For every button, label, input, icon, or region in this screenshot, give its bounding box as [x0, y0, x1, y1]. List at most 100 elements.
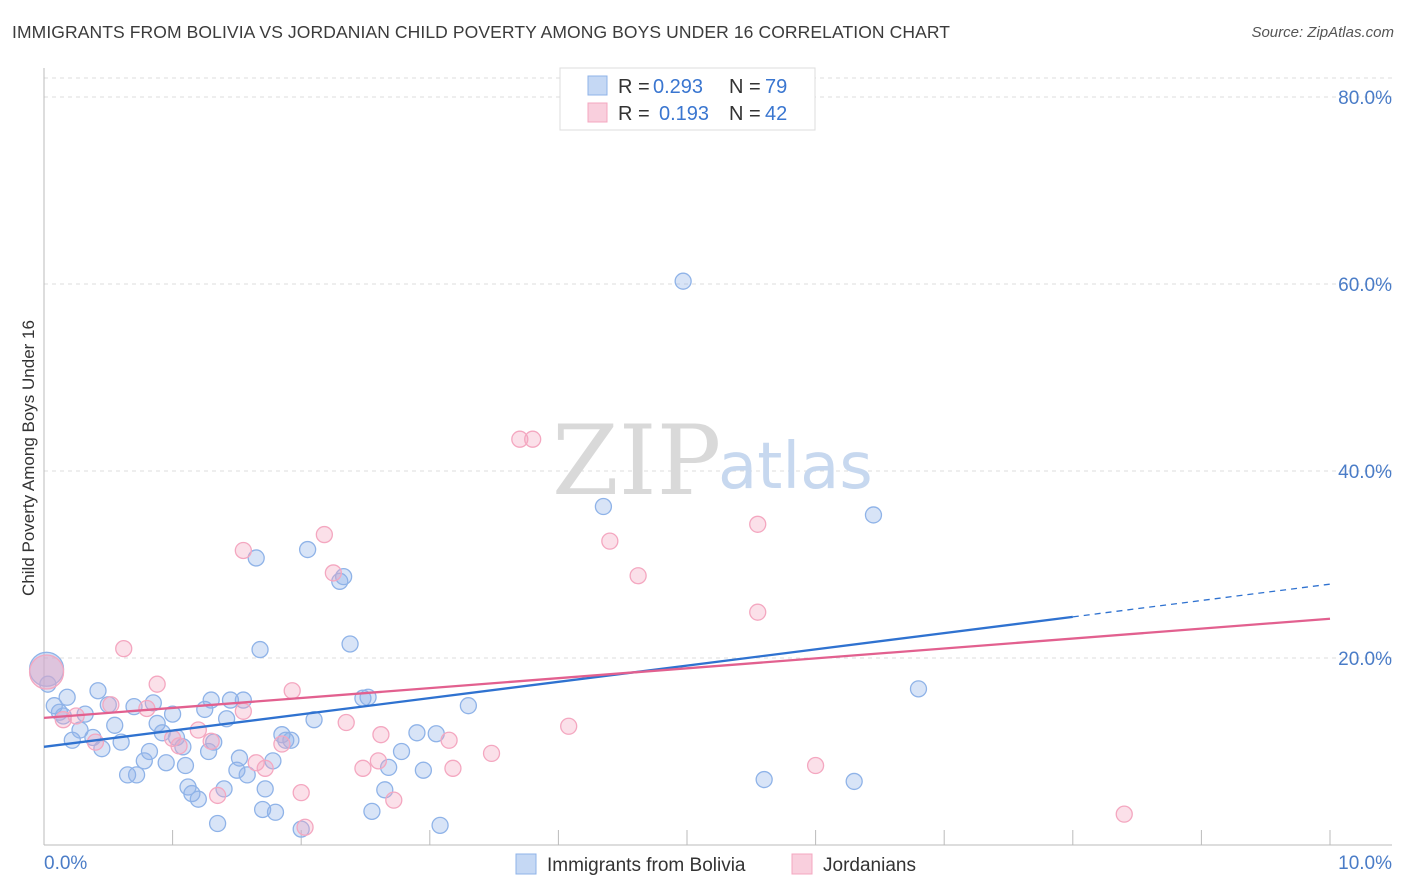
data-points — [28, 272, 1133, 838]
jordanian-point — [1115, 805, 1133, 823]
bolivia-point — [256, 780, 274, 798]
jordanian-point — [315, 525, 333, 544]
jordanian-point — [440, 731, 458, 749]
bolivia-point — [864, 506, 883, 524]
jordanian-point — [511, 430, 529, 448]
axes — [43, 68, 1392, 846]
source-credit: Source: ZipAtlas.com — [1251, 24, 1394, 41]
jordanian-point — [749, 515, 767, 533]
bolivia-point — [199, 742, 218, 761]
bolivia-point — [334, 568, 353, 586]
x-tick-label: 10.0% — [1338, 853, 1392, 874]
legend-r-label-1: R = — [618, 76, 650, 98]
jordanian-point — [189, 721, 207, 739]
bolivia-point — [674, 272, 692, 290]
bolivia-point — [594, 497, 613, 516]
legend-n-value-2: 42 — [765, 103, 787, 125]
legend-r-value-1: 0.293 — [653, 76, 703, 98]
jordanian-point — [385, 791, 403, 809]
jordanian-point — [324, 564, 343, 582]
bolivia-point — [253, 800, 272, 819]
jordanian-point — [115, 640, 133, 658]
legend-swatch-bolivia — [587, 75, 608, 96]
bolivia-point — [176, 756, 195, 775]
bottom-legend-label-jordanians: Jordanians — [823, 855, 916, 876]
jordanian-point — [296, 818, 314, 836]
legend-n-label-2: N = — [729, 103, 761, 125]
watermark: ZIP atlas — [552, 405, 873, 517]
bolivia-trend-extension — [1072, 583, 1331, 618]
bolivia-point — [157, 754, 175, 772]
bolivia-point — [93, 740, 111, 758]
jordanian-point — [354, 759, 372, 777]
bolivia-point — [459, 697, 478, 715]
bolivia-point — [408, 724, 426, 742]
bolivia-point — [298, 540, 317, 559]
jordanian-point — [482, 744, 501, 763]
bolivia-point — [251, 640, 269, 659]
jordanian-point — [234, 541, 252, 560]
y-tick-label: 20.0% — [1338, 649, 1392, 670]
jordanian-point — [749, 603, 767, 621]
bolivia-point — [89, 682, 107, 700]
bolivia-point — [135, 752, 153, 770]
bottom-legend-label-bolivia: Immigrants from Bolivia — [547, 855, 746, 876]
watermark-zip: ZIP — [552, 405, 721, 517]
jordanian-point — [170, 737, 188, 755]
bolivia-point — [392, 742, 411, 761]
bolivia-point — [379, 758, 398, 777]
bolivia-point — [341, 635, 359, 653]
legend-swatch-jordanians — [587, 102, 608, 123]
jordanian-point — [247, 754, 265, 772]
bolivia-point — [266, 803, 285, 821]
bolivia-point — [755, 770, 773, 789]
bolivia-point — [414, 761, 433, 779]
bolivia-point — [431, 816, 449, 835]
jordanian-trend-line — [43, 617, 1331, 719]
bolivia-point — [215, 780, 233, 798]
bottom-legend-swatch-jordanians — [791, 853, 813, 875]
jordanian-point — [337, 713, 355, 732]
bottom-legend-swatch-bolivia — [515, 853, 537, 875]
bolivia-point — [909, 680, 928, 698]
jordanian-point — [444, 759, 462, 777]
y-tick-label: 60.0% — [1338, 275, 1392, 296]
jordanian-point — [234, 702, 252, 720]
bolivia-point — [127, 766, 146, 784]
correlation-legend: R = 0.293 N = 79 R = 0.193 N = 42 — [559, 67, 816, 131]
jordanian-point — [369, 752, 388, 770]
jordanian-point — [524, 430, 542, 448]
x-tick-label: 0.0% — [44, 853, 87, 874]
trend-lines — [43, 583, 1331, 748]
jordanian-point — [292, 783, 310, 802]
jordanian-point — [372, 726, 390, 744]
bolivia-point — [140, 742, 159, 761]
jordanian-point — [560, 717, 578, 735]
jordanian-point — [601, 532, 619, 550]
jordanian-point — [102, 696, 120, 714]
bolivia-point — [363, 802, 381, 820]
legend-r-value-2: 0.193 — [659, 103, 709, 125]
legend-r-label-2: R = — [618, 103, 650, 125]
jordanian-point — [202, 732, 220, 750]
chart-title: IMMIGRANTS FROM BOLIVIA VS JORDANIAN CHI… — [12, 22, 951, 42]
bolivia-point — [208, 814, 227, 833]
bolivia-point — [71, 721, 89, 739]
grid-lines — [44, 77, 1392, 659]
bolivia-point — [845, 772, 863, 791]
bolivia-point — [238, 766, 256, 784]
bolivia-point — [106, 716, 124, 734]
jordanian-point — [208, 786, 227, 805]
series-legend: Immigrants from Bolivia Jordanians — [515, 853, 916, 876]
jordanian-point — [283, 682, 301, 700]
jordanian-point — [256, 759, 274, 777]
bolivia-point — [230, 749, 249, 767]
bolivia-point — [163, 705, 182, 723]
y-tick-label: 40.0% — [1338, 462, 1392, 483]
jordanian-point — [148, 675, 166, 693]
watermark-atlas: atlas — [718, 430, 873, 504]
y-tick-label: 80.0% — [1338, 88, 1392, 109]
tick-labels: 20.0% 40.0% 60.0% 80.0% 0.0% 10.0% — [44, 88, 1392, 874]
legend-n-value-1: 79 — [765, 76, 787, 98]
bolivia-point — [247, 549, 265, 567]
